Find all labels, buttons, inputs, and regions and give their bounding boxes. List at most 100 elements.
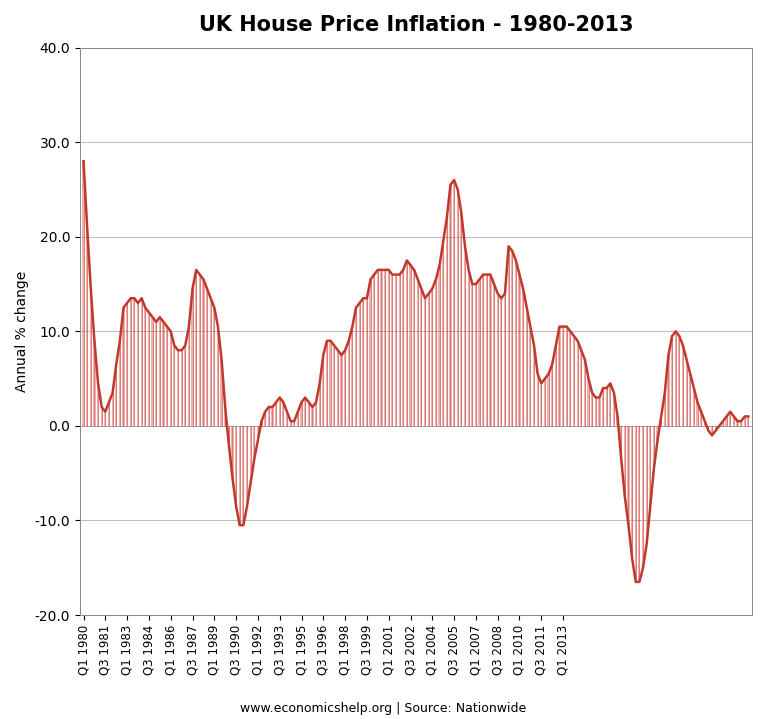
Bar <box>555 346 557 426</box>
Bar <box>740 421 742 426</box>
Bar <box>496 293 499 426</box>
Bar <box>217 326 219 426</box>
Bar <box>391 275 393 426</box>
Bar <box>289 421 291 426</box>
Bar <box>584 360 586 426</box>
Bar <box>413 270 415 426</box>
Bar <box>540 383 542 426</box>
Bar <box>341 355 343 426</box>
Bar <box>166 326 168 426</box>
Bar <box>479 280 481 426</box>
Bar <box>97 383 99 426</box>
Bar <box>297 412 299 426</box>
Bar <box>671 336 673 426</box>
Bar <box>522 289 524 426</box>
Bar <box>90 289 92 426</box>
Bar <box>606 388 607 426</box>
Bar <box>123 308 124 426</box>
Bar <box>308 402 310 426</box>
Text: www.economicshelp.org | Source: Nationwide: www.economicshelp.org | Source: Nationwi… <box>240 702 527 715</box>
Bar <box>373 275 375 426</box>
Bar <box>362 298 364 426</box>
Bar <box>151 317 153 426</box>
Bar <box>613 393 615 426</box>
Bar <box>133 298 136 426</box>
Bar <box>663 393 666 426</box>
Bar <box>140 298 143 426</box>
Bar <box>213 308 216 426</box>
Bar <box>594 398 597 426</box>
Bar <box>736 421 739 426</box>
Bar <box>192 289 193 426</box>
Bar <box>460 213 463 426</box>
Bar <box>424 298 426 426</box>
Bar <box>155 322 157 426</box>
Bar <box>330 341 331 426</box>
Bar <box>311 407 314 426</box>
Bar <box>399 275 400 426</box>
Bar <box>489 275 492 426</box>
Bar <box>111 393 114 426</box>
Bar <box>533 346 535 426</box>
Bar <box>177 350 179 426</box>
Bar <box>580 350 582 426</box>
Bar <box>278 398 281 426</box>
Bar <box>410 265 412 426</box>
Bar <box>344 350 346 426</box>
Bar <box>86 227 88 426</box>
Bar <box>347 341 350 426</box>
Bar <box>253 426 255 459</box>
Bar <box>235 426 237 506</box>
Bar <box>486 275 488 426</box>
Bar <box>301 402 303 426</box>
Bar <box>318 383 321 426</box>
Bar <box>387 270 390 426</box>
Bar <box>726 416 728 426</box>
Bar <box>435 280 437 426</box>
Bar <box>427 293 430 426</box>
Bar <box>468 270 469 426</box>
Bar <box>660 416 662 426</box>
Bar <box>631 426 634 558</box>
Bar <box>449 185 452 426</box>
Bar <box>624 426 626 497</box>
Bar <box>456 190 459 426</box>
Bar <box>627 426 630 525</box>
Bar <box>551 365 553 426</box>
Bar <box>115 365 117 426</box>
Bar <box>675 331 676 426</box>
Bar <box>565 326 568 426</box>
Bar <box>272 407 274 426</box>
Bar <box>598 398 601 426</box>
Bar <box>703 421 706 426</box>
Bar <box>304 398 306 426</box>
Bar <box>696 402 699 426</box>
Y-axis label: Annual % change: Annual % change <box>15 271 29 392</box>
Bar <box>653 426 655 469</box>
Bar <box>700 412 703 426</box>
Bar <box>380 270 383 426</box>
Bar <box>693 388 695 426</box>
Bar <box>206 289 208 426</box>
Bar <box>358 303 360 426</box>
Bar <box>707 426 709 431</box>
Bar <box>108 402 110 426</box>
Bar <box>126 303 128 426</box>
Bar <box>500 298 502 426</box>
Bar <box>195 270 197 426</box>
Bar <box>577 341 579 426</box>
Bar <box>508 246 510 426</box>
Bar <box>638 426 640 582</box>
Bar <box>678 336 680 426</box>
Bar <box>504 293 506 426</box>
Bar <box>94 341 96 426</box>
Bar <box>732 416 735 426</box>
Bar <box>558 326 561 426</box>
Bar <box>525 308 528 426</box>
Bar <box>180 350 183 426</box>
Bar <box>333 346 335 426</box>
Bar <box>351 326 354 426</box>
Bar <box>475 284 477 426</box>
Bar <box>544 379 546 426</box>
Bar <box>119 341 121 426</box>
